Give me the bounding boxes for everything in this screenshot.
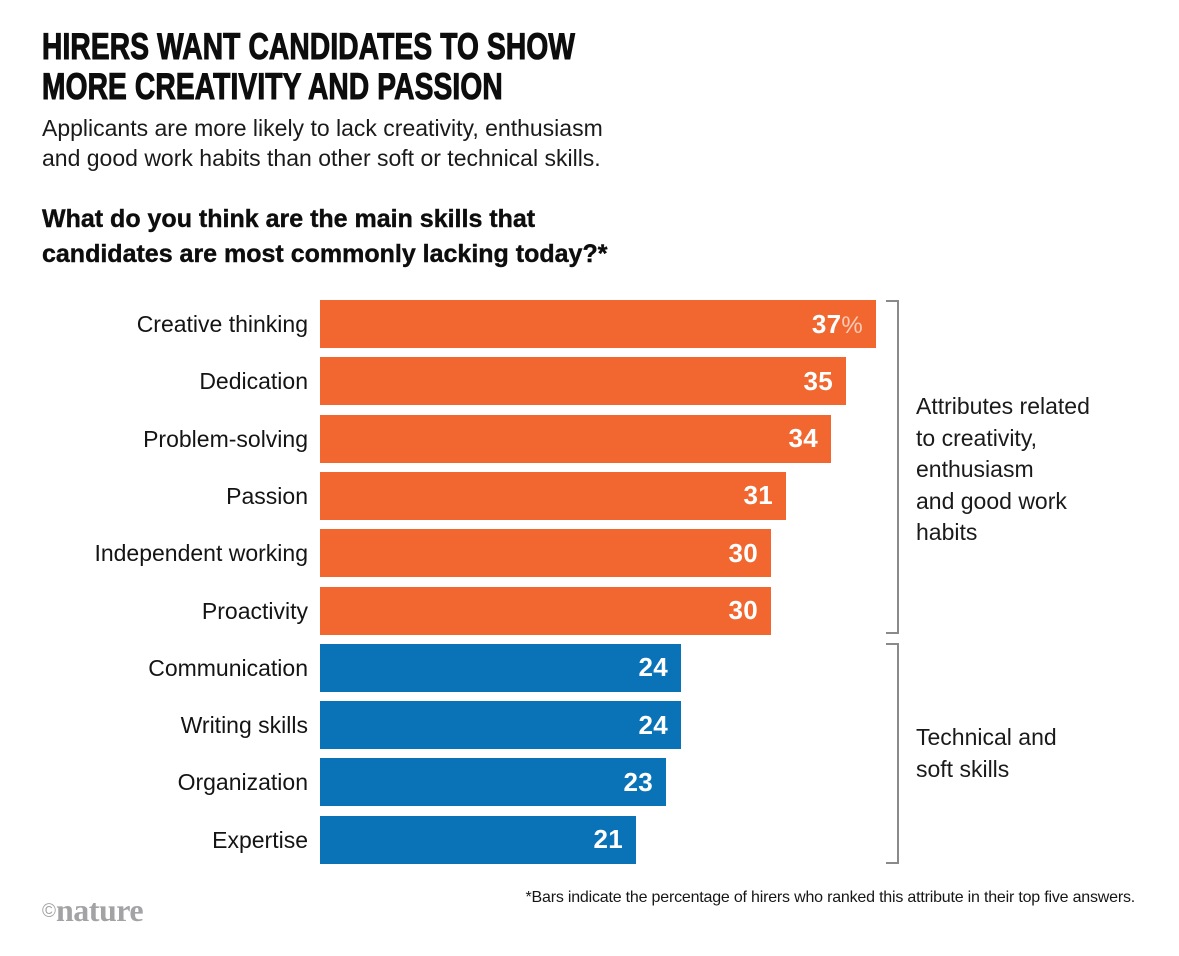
nature-logo: ©nature (42, 892, 144, 929)
bar-value: 37% (811, 308, 863, 339)
bar-creative-thinking: 37% (320, 300, 876, 348)
category-label-proactivity: Proactivity (201, 597, 308, 624)
bar-row-expertise: Expertise 21 (0, 815, 1179, 864)
category-label-communication: Communication (148, 654, 308, 681)
bar-organization: 23 (320, 758, 666, 807)
category-label-creative-thinking: Creative thinking (136, 311, 308, 337)
percent-sign: % (841, 311, 863, 339)
category-label-organization: Organization (177, 769, 308, 796)
bar-row-organization: Organization 23 (0, 758, 1179, 807)
bar-value: 35 (803, 365, 833, 396)
bar-row-dedication: Dedication 35 (0, 357, 1179, 406)
bar-dedication: 35 (320, 357, 846, 406)
bar-communication: 24 (320, 643, 681, 692)
bar-value: 34 (788, 423, 818, 454)
group-label-technical: Technical and soft skills (916, 724, 1057, 782)
bar-writing-skills: 24 (320, 701, 681, 750)
bar-value: 21 (593, 824, 623, 855)
group-label-creativity: Attributes related to creativity, enthus… (916, 393, 1090, 545)
bar-row-writing-skills: Writing skills 24 (0, 701, 1179, 750)
subtitle: Applicants are more likely to lack creat… (42, 115, 603, 171)
category-label-problem-solving: Problem-solving (143, 425, 308, 452)
category-label-passion: Passion (226, 482, 308, 509)
page-title: HIRERS WANT CANDIDATES TO SHOW MORE CREA… (42, 26, 576, 107)
category-label-independent-working: Independent working (94, 540, 308, 567)
category-label-writing-skills: Writing skills (180, 712, 308, 739)
bar-value: 23 (623, 766, 653, 797)
bar-value: 30 (728, 595, 758, 625)
category-label-dedication: Dedication (199, 368, 308, 395)
bar-value: 31 (743, 480, 773, 511)
survey-question: What do you think are the main skills th… (42, 205, 608, 268)
category-label-expertise: Expertise (212, 826, 308, 853)
bar-row-passion: Passion 31 (0, 471, 1179, 520)
bracket-creativity-group (886, 300, 899, 634)
nature-wordmark: nature (56, 892, 144, 928)
bar-row-independent-working: Independent working 30 (0, 529, 1179, 578)
bar-problem-solving: 34 (320, 414, 831, 463)
bar-proactivity: 30 (320, 586, 771, 635)
bar-row-problem-solving: Problem-solving 34 (0, 414, 1179, 463)
bar-row-proactivity: Proactivity 30 (0, 586, 1179, 635)
bracket-technical-group (886, 643, 899, 864)
bar-row-communication: Communication 24 (0, 643, 1179, 692)
bar-independent-working: 30 (320, 529, 771, 578)
bar-passion: 31 (320, 471, 786, 520)
bar-value: 24 (638, 709, 668, 740)
bar-row-creative-thinking: Creative thinking 37% (0, 300, 1179, 348)
bar-value: 24 (638, 652, 668, 683)
bar-expertise: 21 (320, 815, 636, 864)
copyright-symbol: © (42, 901, 56, 922)
footnote: *Bars indicate the percentage of hirers … (525, 889, 1136, 906)
bar-value: 30 (728, 537, 758, 568)
